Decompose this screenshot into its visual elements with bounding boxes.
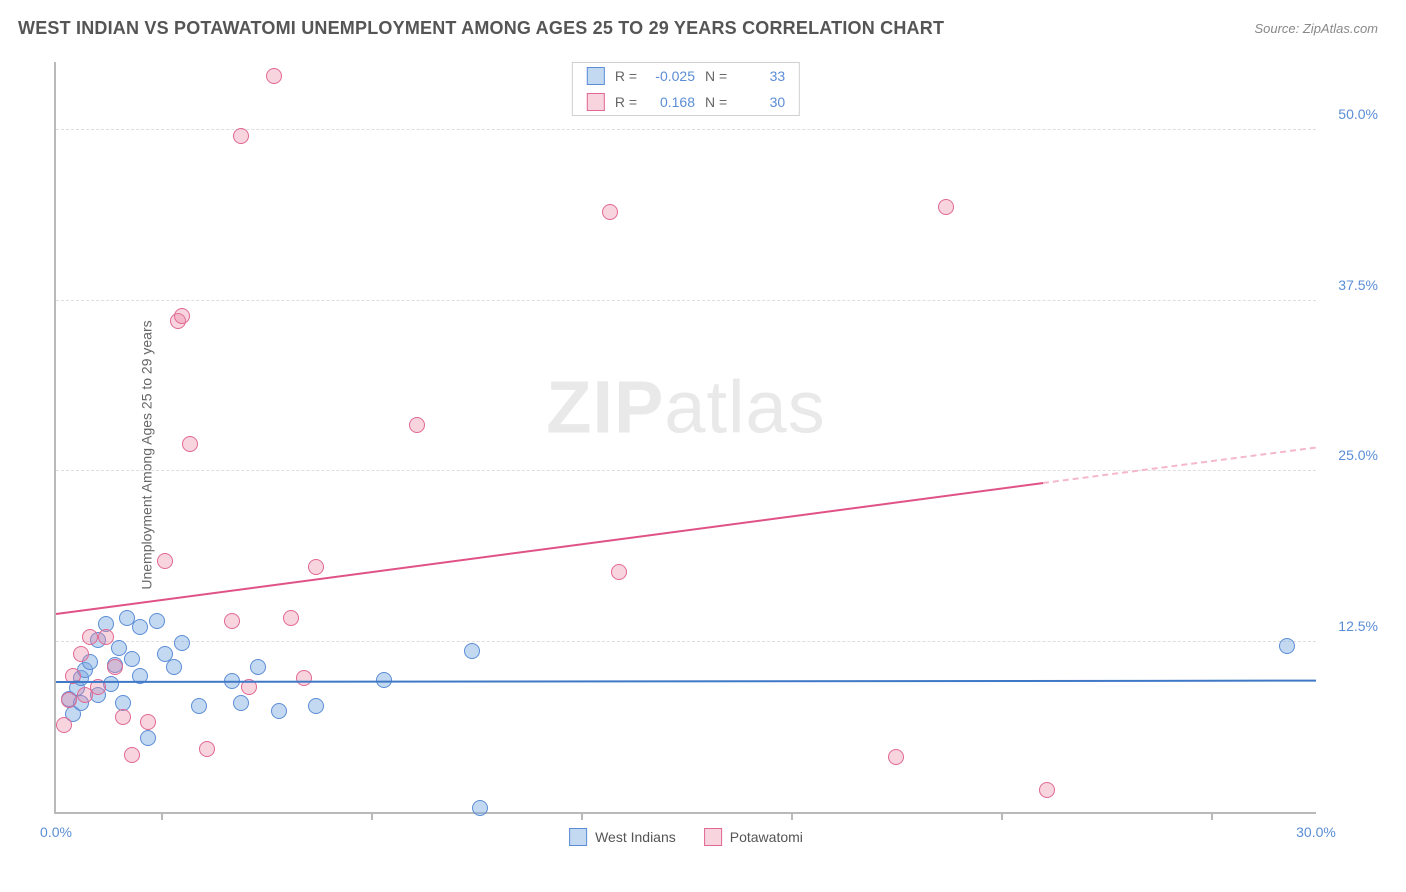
- data-point: [409, 417, 425, 433]
- data-point: [250, 659, 266, 675]
- data-point: [174, 635, 190, 651]
- chart-container: Unemployment Among Ages 25 to 29 years Z…: [18, 48, 1388, 862]
- legend-row: R = -0.025 N = 33: [573, 63, 799, 89]
- data-point: [149, 613, 165, 629]
- data-point: [140, 714, 156, 730]
- legend-row: R = 0.168 N = 30: [573, 89, 799, 115]
- y-tick-label: 25.0%: [1338, 447, 1378, 463]
- data-point: [98, 629, 114, 645]
- series-legend: West Indians Potawatomi: [569, 828, 803, 846]
- data-point: [199, 741, 215, 757]
- trend-line: [1043, 447, 1316, 484]
- legend-swatch: [704, 828, 722, 846]
- source-attribution: Source: ZipAtlas.com: [1254, 21, 1378, 36]
- legend-r-label: R =: [615, 94, 637, 110]
- data-point: [1279, 638, 1295, 654]
- data-point: [61, 692, 77, 708]
- legend-item: West Indians: [569, 828, 676, 846]
- data-point: [107, 659, 123, 675]
- legend-label: West Indians: [595, 829, 676, 845]
- data-point: [1039, 782, 1055, 798]
- data-point: [191, 698, 207, 714]
- data-point: [602, 204, 618, 220]
- data-point: [308, 698, 324, 714]
- data-point: [115, 709, 131, 725]
- legend-n-label: N =: [705, 68, 727, 84]
- legend-swatch: [569, 828, 587, 846]
- trend-line: [56, 680, 1316, 683]
- x-tick: [371, 812, 373, 820]
- legend-n-label: N =: [705, 94, 727, 110]
- data-point: [166, 659, 182, 675]
- data-point: [82, 629, 98, 645]
- data-point: [464, 643, 480, 659]
- grid-line-h: [56, 641, 1316, 642]
- data-point: [296, 670, 312, 686]
- x-tick: [1211, 812, 1213, 820]
- data-point: [73, 646, 89, 662]
- data-point: [124, 651, 140, 667]
- data-point: [266, 68, 282, 84]
- legend-swatch: [587, 67, 605, 85]
- data-point: [283, 610, 299, 626]
- plot-area: ZIPatlas R =-0.025N =33R =0.168N =30 Wes…: [54, 62, 1316, 814]
- correlation-legend: R = -0.025 N = 33 R = 0.168 N = 30: [572, 62, 800, 116]
- legend-r-label: R =: [615, 68, 637, 84]
- x-tick: [581, 812, 583, 820]
- y-tick-label: 37.5%: [1338, 277, 1378, 293]
- data-point: [157, 553, 173, 569]
- legend-r-value: 0.168: [647, 94, 695, 110]
- data-point: [233, 128, 249, 144]
- x-tick-label: 0.0%: [40, 824, 72, 840]
- data-point: [472, 800, 488, 816]
- x-tick: [161, 812, 163, 820]
- grid-line-h: [56, 300, 1316, 301]
- watermark: ZIPatlas: [546, 365, 825, 450]
- legend-r-value: -0.025: [647, 68, 695, 84]
- data-point: [140, 730, 156, 746]
- data-point: [888, 749, 904, 765]
- data-point: [611, 564, 627, 580]
- x-tick: [1001, 812, 1003, 820]
- x-tick: [791, 812, 793, 820]
- data-point: [124, 747, 140, 763]
- data-point: [308, 559, 324, 575]
- data-point: [56, 717, 72, 733]
- chart-title: WEST INDIAN VS POTAWATOMI UNEMPLOYMENT A…: [18, 18, 944, 39]
- legend-swatch: [587, 93, 605, 111]
- header-bar: WEST INDIAN VS POTAWATOMI UNEMPLOYMENT A…: [0, 0, 1406, 47]
- data-point: [182, 436, 198, 452]
- legend-label: Potawatomi: [730, 829, 803, 845]
- data-point: [938, 199, 954, 215]
- y-tick-label: 50.0%: [1338, 106, 1378, 122]
- legend-n-value: 30: [737, 94, 785, 110]
- data-point: [271, 703, 287, 719]
- trend-line: [56, 482, 1043, 615]
- data-point: [224, 613, 240, 629]
- legend-item: Potawatomi: [704, 828, 803, 846]
- x-tick-label: 30.0%: [1296, 824, 1336, 840]
- data-point: [233, 695, 249, 711]
- legend-n-value: 33: [737, 68, 785, 84]
- data-point: [132, 619, 148, 635]
- data-point: [174, 308, 190, 324]
- y-tick-label: 12.5%: [1338, 618, 1378, 634]
